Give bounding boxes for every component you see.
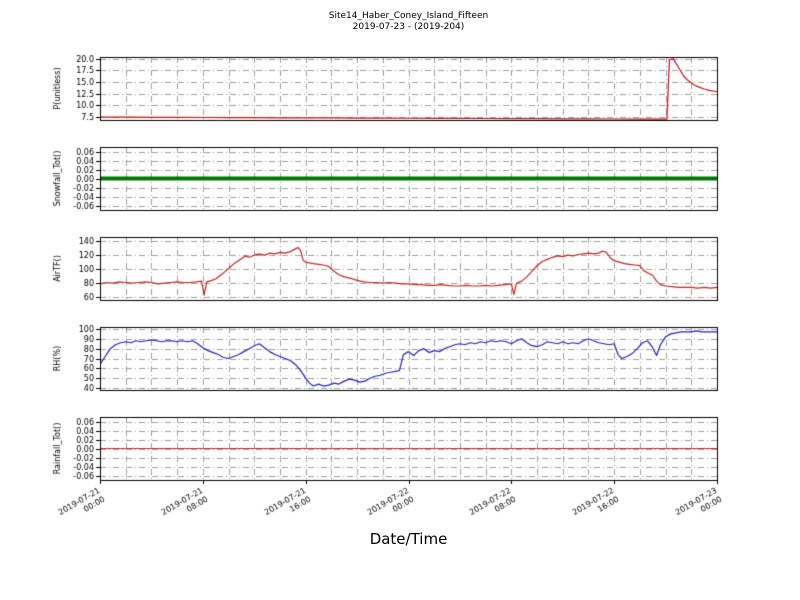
x-axis-label: Date/Time xyxy=(369,530,448,548)
